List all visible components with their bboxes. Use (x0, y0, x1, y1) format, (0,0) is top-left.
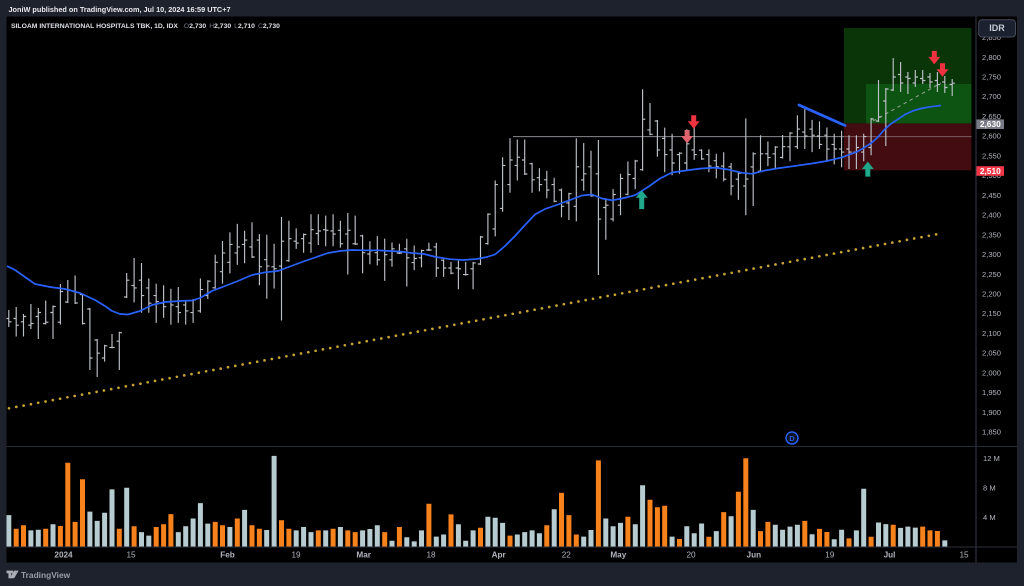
svg-text:1,900: 1,900 (982, 408, 1001, 417)
svg-text:2,100: 2,100 (982, 329, 1001, 338)
svg-text:2,510: 2,510 (980, 166, 1001, 176)
svg-text:Apr: Apr (492, 551, 507, 560)
svg-text:2,350: 2,350 (982, 230, 1001, 239)
svg-text:2,300: 2,300 (982, 250, 1001, 259)
svg-text:2,800: 2,800 (982, 53, 1001, 62)
svg-text:1,950: 1,950 (982, 388, 1001, 397)
svg-text:2,200: 2,200 (982, 290, 1001, 299)
svg-text:TradingView: TradingView (21, 570, 71, 580)
svg-text:May: May (610, 551, 626, 560)
svg-text:2,050: 2,050 (982, 349, 1001, 358)
svg-text:2,700: 2,700 (982, 92, 1001, 101)
svg-text:SILOAM INTERNATIONAL HOSPITALS: SILOAM INTERNATIONAL HOSPITALS TBK, 1D, … (11, 23, 280, 30)
svg-text:2,600: 2,600 (982, 132, 1001, 141)
svg-text:Jul: Jul (884, 551, 896, 560)
svg-text:22: 22 (562, 551, 572, 560)
svg-text:2,150: 2,150 (982, 309, 1001, 318)
svg-text:IDR: IDR (989, 23, 1005, 33)
svg-text:20: 20 (686, 551, 696, 560)
svg-text:12 M: 12 M (983, 454, 1000, 463)
svg-text:2,650: 2,650 (982, 112, 1001, 121)
svg-text:19: 19 (825, 551, 835, 560)
svg-text:2,850: 2,850 (982, 33, 1001, 42)
svg-text:2,400: 2,400 (982, 211, 1001, 220)
svg-text:1,850: 1,850 (982, 428, 1001, 437)
svg-text:2,250: 2,250 (982, 270, 1001, 279)
svg-text:2,750: 2,750 (982, 73, 1001, 82)
svg-text:JoniW published on TradingView: JoniW published on TradingView.com, Jul … (9, 5, 231, 14)
svg-text:18: 18 (426, 551, 436, 560)
svg-text:8 M: 8 M (983, 484, 996, 493)
svg-text:19: 19 (291, 551, 301, 560)
svg-text:15: 15 (959, 551, 969, 560)
svg-text:2,450: 2,450 (982, 191, 1001, 200)
svg-text:Mar: Mar (356, 551, 371, 560)
svg-text:2,550: 2,550 (982, 151, 1001, 160)
svg-text:2,630: 2,630 (980, 119, 1001, 129)
svg-text:2,000: 2,000 (982, 368, 1001, 377)
svg-text:Jun: Jun (747, 551, 762, 560)
svg-text:4 M: 4 M (983, 513, 996, 522)
svg-text:D: D (789, 434, 795, 443)
svg-text:2024: 2024 (54, 551, 73, 560)
svg-text:15: 15 (126, 551, 136, 560)
svg-text:Feb: Feb (220, 551, 235, 560)
